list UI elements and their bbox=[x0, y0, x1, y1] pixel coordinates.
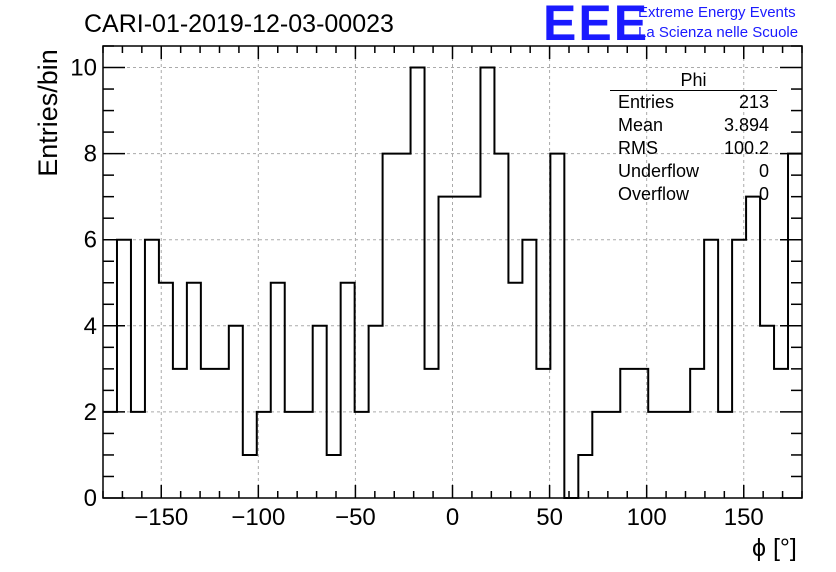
histogram-bin bbox=[411, 68, 425, 498]
histogram-bin bbox=[243, 455, 257, 498]
stats-label: Overflow bbox=[618, 184, 690, 204]
histogram-bin bbox=[117, 240, 131, 498]
histogram-bin bbox=[341, 283, 355, 498]
stats-box-title: Phi bbox=[610, 70, 777, 91]
histogram-bin bbox=[327, 455, 341, 498]
histogram-bin bbox=[439, 197, 453, 498]
histogram-bin bbox=[131, 412, 145, 498]
stats-label: Underflow bbox=[618, 161, 700, 181]
y-tick-label: 2 bbox=[84, 399, 97, 426]
histogram-bin bbox=[299, 412, 313, 498]
stats-value: 3.894 bbox=[723, 115, 769, 135]
histogram-step-line bbox=[103, 66, 802, 499]
eee-logo-line1: Extreme Energy Events bbox=[638, 4, 796, 21]
histogram-bin bbox=[690, 369, 704, 498]
histogram-bin bbox=[718, 412, 732, 498]
stats-value: 213 bbox=[738, 92, 769, 112]
stats-value: 0 bbox=[758, 161, 769, 181]
histogram-bin bbox=[453, 197, 467, 498]
stats-row-overflow: Overflow 0 bbox=[610, 183, 777, 206]
histogram-bin bbox=[383, 154, 397, 498]
axis-ticks bbox=[102, 45, 803, 499]
histogram-bin bbox=[271, 283, 285, 498]
stats-label: Mean bbox=[618, 115, 664, 135]
histogram-bin bbox=[466, 197, 480, 498]
histogram-bin bbox=[648, 412, 662, 498]
x-tick-label: −50 bbox=[335, 504, 376, 531]
histogram-bin bbox=[215, 369, 229, 498]
x-tick-label: 150 bbox=[724, 504, 764, 531]
histogram-bin bbox=[578, 455, 592, 498]
axis-tick-labels: −150 −100 −50 0 50 100 150 0 2 4 6 8 10 bbox=[70, 55, 763, 531]
stats-box: Phi Entries 213 Mean 3.894 RMS 100.2 Und… bbox=[610, 70, 777, 206]
histogram-bin bbox=[425, 369, 439, 498]
histogram-bin bbox=[620, 369, 634, 498]
eee-logo-mark: EEE bbox=[543, 0, 650, 51]
histogram-bin bbox=[173, 369, 187, 498]
y-tick-label: 4 bbox=[84, 313, 97, 340]
histogram-bin bbox=[704, 240, 718, 498]
stats-value: 100.2 bbox=[723, 138, 769, 158]
stats-label: RMS bbox=[618, 138, 658, 158]
histogram-bin bbox=[550, 154, 564, 498]
y-axis-label: Entries/bin bbox=[33, 49, 63, 177]
stats-value: 0 bbox=[758, 184, 769, 204]
histogram-bin bbox=[606, 412, 620, 498]
histogram-bin bbox=[592, 412, 606, 498]
stats-row-mean: Mean 3.894 bbox=[610, 114, 777, 137]
histogram-bin bbox=[536, 369, 550, 498]
x-tick-label: −100 bbox=[231, 504, 285, 531]
stats-row-rms: RMS 100.2 bbox=[610, 137, 777, 160]
histogram-bin bbox=[634, 369, 648, 498]
histogram-bin bbox=[732, 240, 746, 498]
histogram-bin bbox=[187, 283, 201, 498]
x-tick-label: 0 bbox=[446, 504, 459, 531]
y-tick-label: 0 bbox=[84, 485, 97, 512]
chart-title: CARI-01-2019-12-03-00023 bbox=[84, 10, 394, 38]
histogram-bin bbox=[662, 412, 676, 498]
histogram-bin bbox=[285, 412, 299, 498]
eee-logo-line2: La Scienza nelle Scuole bbox=[638, 24, 799, 41]
y-tick-label: 8 bbox=[84, 141, 97, 168]
x-tick-label: −150 bbox=[134, 504, 188, 531]
stats-row-entries: Entries 213 bbox=[610, 91, 777, 114]
stats-row-underflow: Underflow 0 bbox=[610, 160, 777, 183]
y-tick-label: 10 bbox=[70, 55, 97, 82]
histogram-bin bbox=[201, 369, 215, 498]
histogram-bin bbox=[480, 68, 494, 498]
y-tick-label: 6 bbox=[84, 227, 97, 254]
x-axis-label: ϕ [°] bbox=[752, 534, 797, 562]
x-tick-label: 50 bbox=[536, 504, 563, 531]
stats-label: Entries bbox=[618, 92, 675, 112]
histogram-bin bbox=[774, 369, 788, 498]
histogram-bin bbox=[355, 412, 369, 498]
histogram-bin bbox=[145, 240, 159, 498]
histogram-bin bbox=[522, 240, 536, 498]
histogram-bin bbox=[676, 412, 690, 498]
histogram-bin bbox=[508, 283, 522, 498]
histogram-bin bbox=[746, 197, 760, 498]
histogram-bars bbox=[103, 66, 802, 499]
x-tick-label: 100 bbox=[627, 504, 667, 531]
